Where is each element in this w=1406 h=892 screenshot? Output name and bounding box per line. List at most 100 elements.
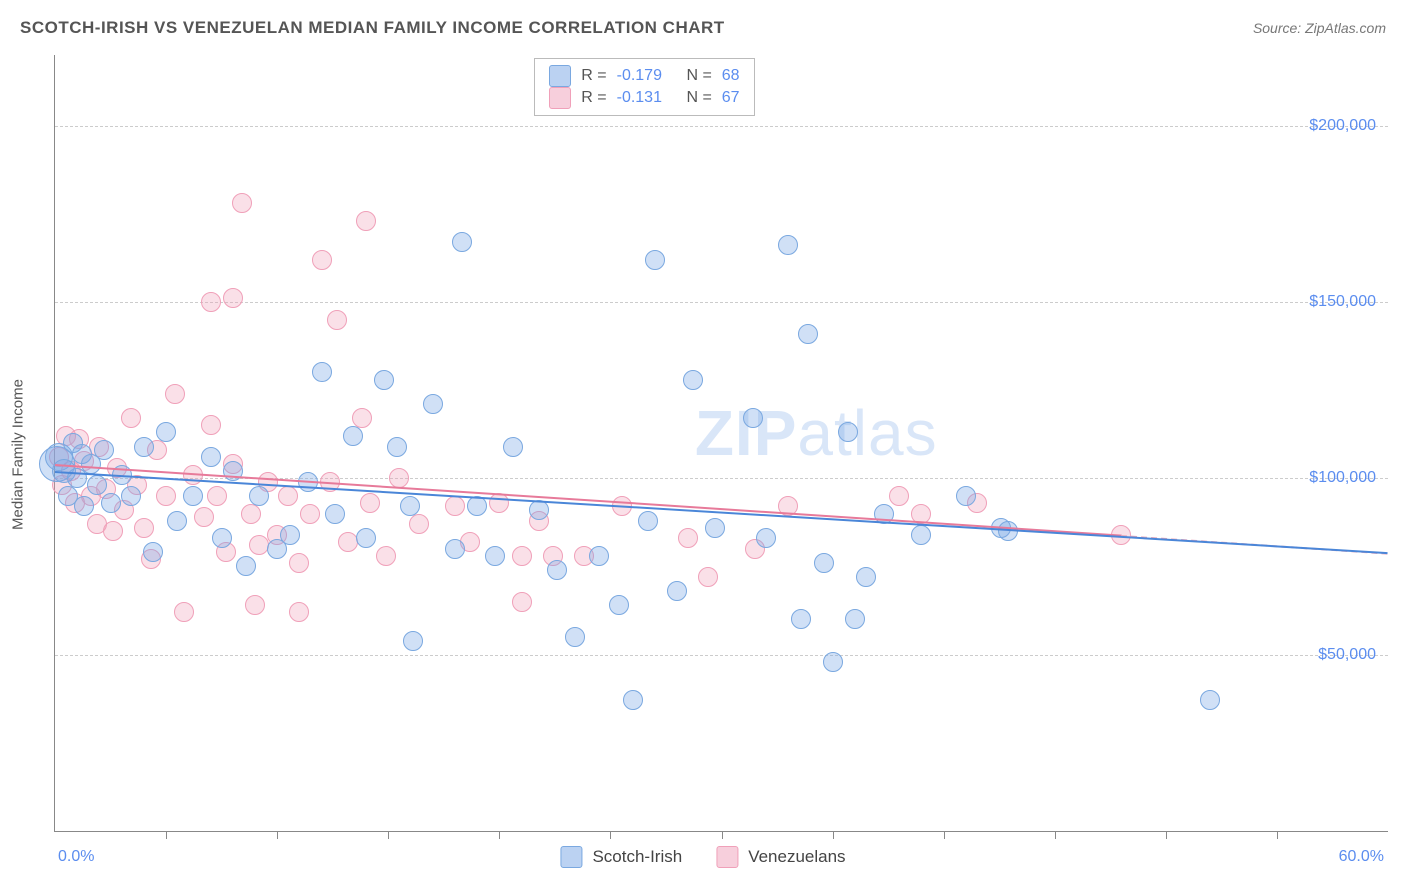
data-point (343, 426, 363, 446)
data-point (374, 370, 394, 390)
data-point (327, 310, 347, 330)
data-point (280, 525, 300, 545)
y-tick-label: $200,000 (1309, 117, 1376, 135)
plot-area: ZIPatlas $50,000$100,000$150,000$200,000 (54, 55, 1388, 832)
chart-container: SCOTCH-IRISH VS VENEZUELAN MEDIAN FAMILY… (0, 0, 1406, 892)
y-axis-title: Median Family Income (10, 379, 27, 530)
data-point (389, 468, 409, 488)
x-axis-max-label: 60.0% (1339, 848, 1384, 866)
data-point (403, 631, 423, 651)
watermark-atlas: atlas (797, 397, 937, 469)
data-point (241, 504, 261, 524)
data-point (823, 652, 843, 672)
data-point (87, 475, 107, 495)
data-point (207, 486, 227, 506)
data-point (889, 486, 909, 506)
data-point (400, 496, 420, 516)
data-point (838, 422, 858, 442)
data-point (698, 567, 718, 587)
data-point (467, 496, 487, 516)
data-point (409, 514, 429, 534)
swatch-blue-icon (549, 65, 571, 87)
data-point (452, 232, 472, 252)
x-tick (499, 831, 500, 839)
gridline (55, 302, 1388, 303)
data-point (485, 546, 505, 566)
data-point (565, 627, 585, 647)
data-point (325, 504, 345, 524)
data-point (236, 556, 256, 576)
x-tick (277, 831, 278, 839)
data-point (249, 535, 269, 555)
data-point (156, 486, 176, 506)
data-point (232, 193, 252, 213)
data-point (101, 493, 121, 513)
swatch-blue-icon (560, 846, 582, 868)
data-point (201, 292, 221, 312)
data-point (183, 486, 203, 506)
data-point (249, 486, 269, 506)
data-point (547, 560, 567, 580)
data-point (678, 528, 698, 548)
data-point (300, 504, 320, 524)
data-point (705, 518, 725, 538)
r-label: R = (581, 67, 606, 85)
data-point (778, 235, 798, 255)
data-point (798, 324, 818, 344)
data-point (856, 567, 876, 587)
data-point (134, 518, 154, 538)
r-value: -0.131 (617, 89, 662, 107)
data-point (312, 250, 332, 270)
data-point (289, 602, 309, 622)
data-point (245, 595, 265, 615)
r-label: R = (581, 89, 606, 107)
data-point (845, 609, 865, 629)
data-point (529, 500, 549, 520)
data-point (278, 486, 298, 506)
data-point (134, 437, 154, 457)
chart-title: SCOTCH-IRISH VS VENEZUELAN MEDIAN FAMILY… (20, 18, 725, 38)
gridline (55, 655, 1388, 656)
gridline (55, 126, 1388, 127)
data-point (743, 408, 763, 428)
n-value: 67 (722, 89, 740, 107)
source-label: Source: ZipAtlas.com (1253, 20, 1386, 36)
data-point (445, 539, 465, 559)
x-tick (1277, 831, 1278, 839)
data-point (956, 486, 976, 506)
legend-label: Scotch-Irish (592, 847, 682, 867)
data-point (814, 553, 834, 573)
data-point (167, 511, 187, 531)
data-point (121, 486, 141, 506)
data-point (756, 528, 776, 548)
x-tick (944, 831, 945, 839)
data-point (360, 493, 380, 513)
legend-label: Venezuelans (748, 847, 845, 867)
data-point (512, 592, 532, 612)
x-tick (1166, 831, 1167, 839)
data-point (589, 546, 609, 566)
data-point (356, 211, 376, 231)
data-point (376, 546, 396, 566)
legend-stats-row: R = -0.131 N = 67 (549, 87, 739, 109)
y-tick-label: $100,000 (1309, 469, 1376, 487)
data-point (201, 415, 221, 435)
data-point (512, 546, 532, 566)
x-tick (388, 831, 389, 839)
data-point (212, 528, 232, 548)
data-point (503, 437, 523, 457)
x-tick (166, 831, 167, 839)
data-point (489, 493, 509, 513)
data-point (1200, 690, 1220, 710)
x-tick (610, 831, 611, 839)
data-point (223, 288, 243, 308)
data-point (645, 250, 665, 270)
data-point (445, 496, 465, 516)
data-point (638, 511, 658, 531)
title-bar: SCOTCH-IRISH VS VENEZUELAN MEDIAN FAMILY… (20, 18, 1386, 38)
legend-stats: R = -0.179 N = 68 R = -0.131 N = 67 (534, 58, 754, 116)
data-point (74, 496, 94, 516)
watermark: ZIPatlas (695, 396, 938, 470)
x-tick (722, 831, 723, 839)
data-point (683, 370, 703, 390)
